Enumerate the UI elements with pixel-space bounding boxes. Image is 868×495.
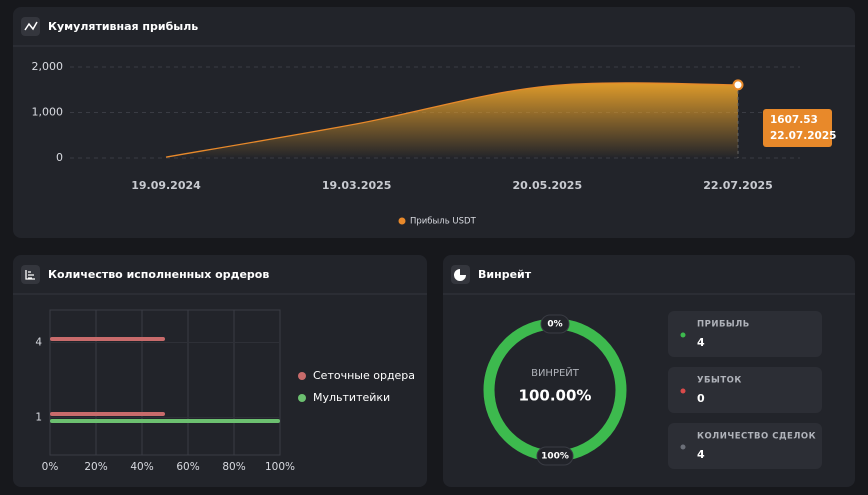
x-tick-label: 0%	[42, 461, 59, 473]
panel-title: Винрейт	[478, 268, 532, 281]
y-tick-label: 4	[35, 337, 42, 349]
stat-label: УБЫТОК	[697, 376, 742, 386]
y-tick-label: 2,000	[32, 60, 64, 73]
tooltip-value: 1607.53	[770, 114, 818, 126]
icon	[451, 265, 470, 284]
x-tick-label: 40%	[130, 461, 153, 473]
stat-value: 0	[697, 392, 705, 405]
stat-value: 4	[697, 336, 705, 349]
panel-title: Количество исполненных ордеров	[48, 268, 269, 281]
stat-dot	[680, 444, 686, 450]
legend-label: Мультитейки	[313, 391, 390, 404]
bar	[50, 412, 165, 416]
stat-card	[668, 423, 822, 469]
stat-label: ПРИБЫЛЬ	[697, 320, 750, 330]
tooltip	[763, 109, 832, 147]
donut-value: 100.00%	[519, 387, 592, 405]
scale-label: 0%	[547, 320, 562, 330]
legend-marker	[298, 394, 306, 402]
scale-pill	[540, 314, 570, 334]
y-tick-label: 1	[35, 412, 42, 424]
point	[732, 79, 744, 91]
stat-dot	[680, 332, 686, 338]
stat-card	[668, 367, 822, 413]
scale-label: 100%	[541, 452, 569, 462]
legend-label: Прибыль USDT	[410, 217, 477, 227]
bar	[50, 419, 280, 423]
x-tick-label: 60%	[176, 461, 199, 473]
stat-label: КОЛИЧЕСТВО СДЕЛОК	[697, 432, 816, 442]
x-tick-label: 22.07.2025	[703, 179, 773, 192]
line	[165, 82, 739, 158]
panel-title: Кумулятивная прибыль	[48, 20, 198, 33]
x-tick-label: 19.03.2025	[322, 179, 392, 192]
panel	[13, 255, 427, 487]
y-tick-label: 1,000	[32, 106, 64, 119]
stat-dot	[680, 388, 686, 394]
donut-caption: ВИНРЕЙТ	[531, 366, 580, 379]
icon-glyph	[25, 270, 35, 280]
area	[166, 82, 738, 158]
icon-glyph	[454, 269, 466, 281]
tooltip-date: 22.07.2025	[770, 130, 836, 142]
stat-card	[668, 311, 822, 357]
x-tick-label: 20.05.2025	[513, 179, 583, 192]
x-tick-label: 80%	[222, 461, 245, 473]
x-tick-label: 20%	[84, 461, 107, 473]
y-tick-label: 0	[56, 151, 63, 164]
x-tick-label: 19.09.2024	[131, 179, 201, 192]
legend-marker	[298, 372, 306, 380]
bar	[50, 337, 165, 341]
legend-label: Сеточные ордера	[313, 369, 415, 382]
x-tick-label: 100%	[265, 461, 295, 473]
icon-glyph	[24, 21, 38, 31]
legend-marker	[398, 217, 406, 225]
stat-value: 4	[697, 448, 705, 461]
scale-pill	[536, 446, 574, 466]
